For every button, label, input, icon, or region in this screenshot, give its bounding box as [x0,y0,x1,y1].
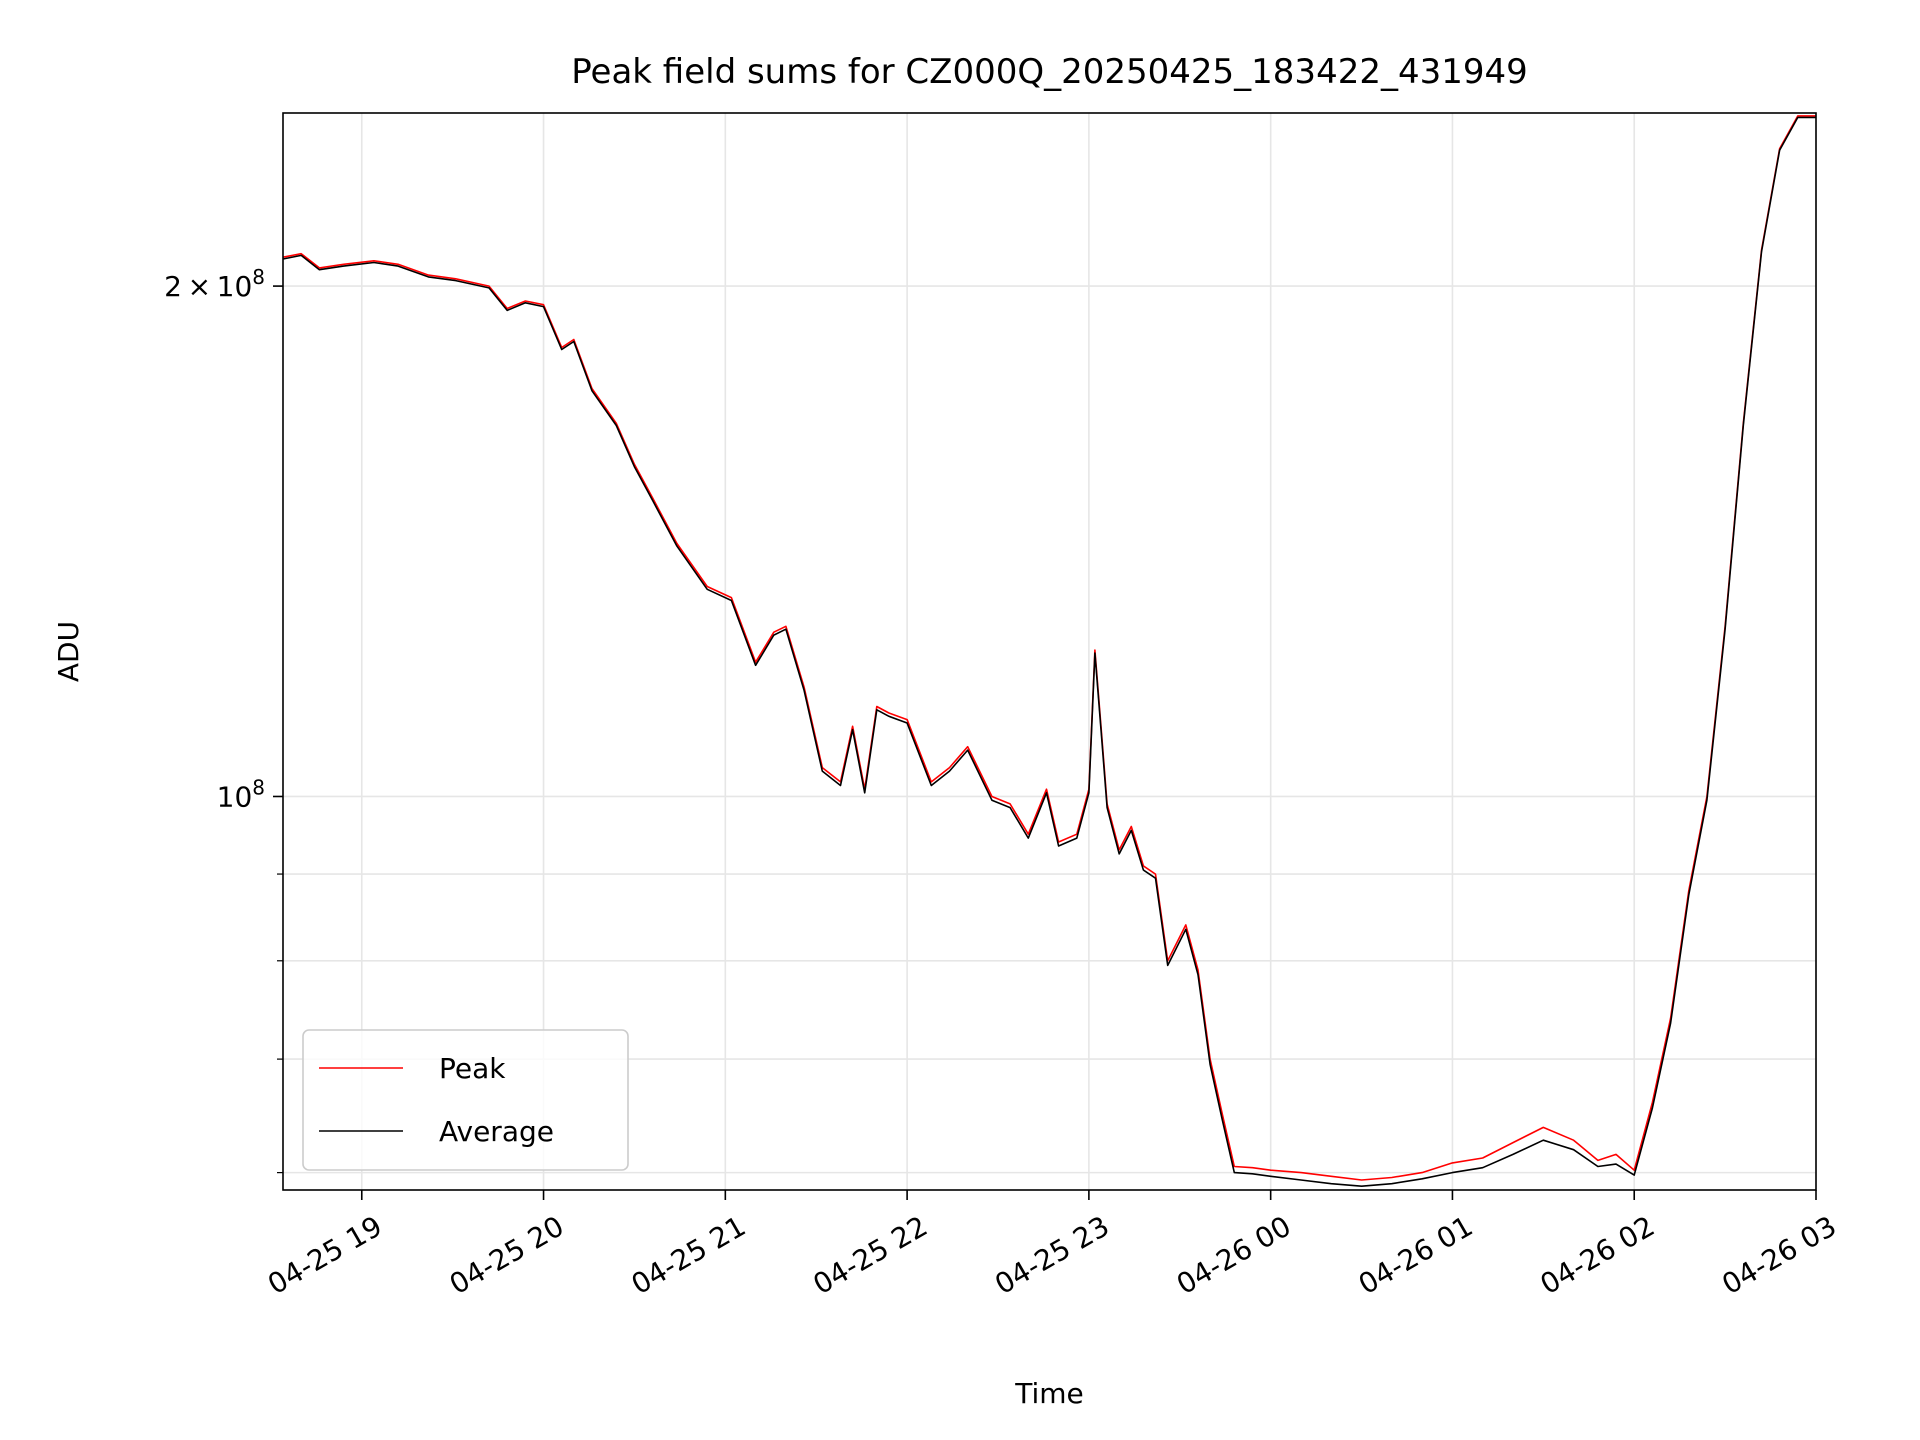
chart-title: Peak field sums for CZ000Q_20250425_1834… [571,52,1528,92]
x-tick-label: 04-25 23 [989,1209,1115,1301]
y-axis-label: ADU [52,621,85,682]
x-tick-label: 04-26 02 [1535,1209,1661,1301]
y-tick-label: 2 × 108 [164,265,265,303]
y-tick-label: 108 [217,775,265,813]
legend-label: Average [439,1115,554,1148]
x-axis-label: Time [1014,1377,1084,1410]
x-tick-label: 04-26 00 [1171,1209,1297,1301]
legend-label: Peak [439,1052,506,1085]
series-line-average [282,116,1816,1187]
x-tick-label: 04-25 22 [807,1209,933,1301]
y-axis: 108 2 × 108 [164,265,283,1174]
x-tick-label: 04-26 01 [1353,1209,1479,1301]
series-layer [282,115,1816,1187]
series-line-peak [282,115,1816,1181]
x-tick-label: 04-25 19 [262,1209,388,1301]
grid-lines [283,113,1817,1190]
legend: Peak Average [302,1029,629,1171]
x-tick-label: 04-25 21 [626,1209,752,1301]
plot-frame [282,112,1817,1191]
x-tick-label: 04-25 20 [444,1209,570,1301]
x-tick-label: 04-26 03 [1716,1209,1842,1301]
x-axis: 04-25 19 04-25 20 04-25 21 04-25 22 04-25 23… [262,1190,1842,1301]
legend-box [302,1029,629,1171]
